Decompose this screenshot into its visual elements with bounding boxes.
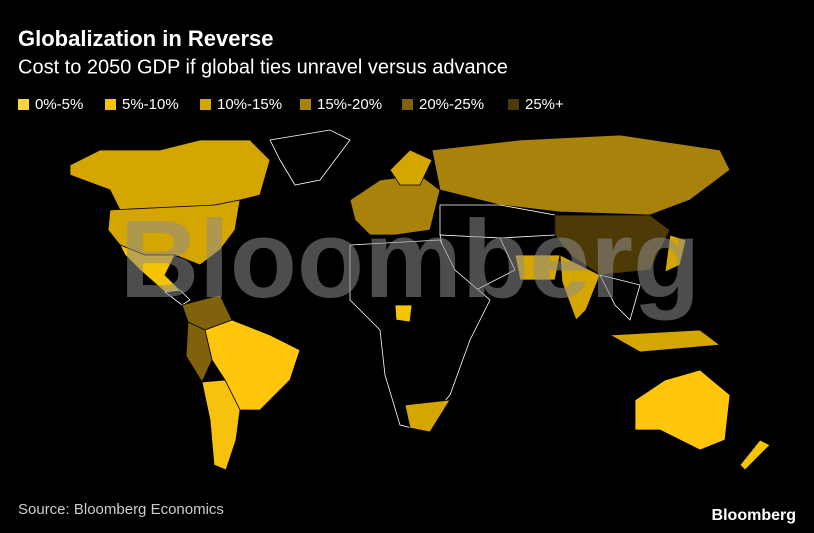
legend-label: 20%-25% <box>419 96 484 113</box>
legend-label: 10%-15% <box>217 96 282 113</box>
china <box>554 214 671 276</box>
nigeria <box>394 304 413 323</box>
legend-label: 15%-20% <box>317 96 382 113</box>
legend-swatch <box>105 99 116 110</box>
south-africa <box>404 399 451 433</box>
legend-label: 25%+ <box>525 96 564 113</box>
new-zealand <box>739 439 771 471</box>
source: Source: Bloomberg Economics <box>18 501 224 518</box>
southeast-asia <box>599 274 641 321</box>
argentina-chile <box>201 379 241 471</box>
legend-label: 5%-10% <box>122 96 179 113</box>
australia <box>634 369 731 451</box>
russia <box>431 134 731 216</box>
indonesia <box>608 329 722 353</box>
legend: 0%-5% 5%-10% 10%-15% 15%-20% 20%-25% 25%+ <box>18 96 564 113</box>
legend-swatch <box>18 99 29 110</box>
world-map <box>69 129 771 471</box>
usa <box>107 199 241 266</box>
legend-swatch <box>508 99 519 110</box>
legend-swatch <box>402 99 413 110</box>
central-america <box>163 289 191 306</box>
south-asia-west <box>514 254 561 281</box>
peru <box>185 321 213 383</box>
title: Globalization in Reverse <box>18 26 274 51</box>
greenland <box>269 129 351 186</box>
subtitle: Cost to 2050 GDP if global ties unravel … <box>18 56 508 78</box>
japan <box>664 234 687 273</box>
india <box>559 254 601 321</box>
legend-swatch <box>200 99 211 110</box>
brand-logo: Bloomberg <box>712 507 796 524</box>
canada <box>69 139 271 211</box>
scandinavia <box>389 149 433 186</box>
legend-label: 0%-5% <box>35 96 83 113</box>
watermark: Bloomberg <box>120 198 701 321</box>
legend-swatch <box>300 99 311 110</box>
europe <box>349 174 441 236</box>
